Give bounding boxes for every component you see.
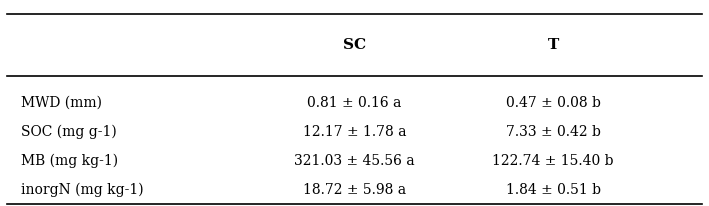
Text: MB (mg kg-1): MB (mg kg-1) <box>21 153 118 168</box>
Text: MWD (mm): MWD (mm) <box>21 96 102 110</box>
Text: 321.03 ± 45.56 a: 321.03 ± 45.56 a <box>294 154 415 168</box>
Text: 122.74 ± 15.40 b: 122.74 ± 15.40 b <box>492 154 614 168</box>
Text: T: T <box>547 38 559 52</box>
Text: 0.81 ± 0.16 a: 0.81 ± 0.16 a <box>307 96 402 110</box>
Text: inorgN (mg kg-1): inorgN (mg kg-1) <box>21 182 144 197</box>
Text: 7.33 ± 0.42 b: 7.33 ± 0.42 b <box>506 125 601 139</box>
Text: SC: SC <box>343 38 366 52</box>
Text: 0.47 ± 0.08 b: 0.47 ± 0.08 b <box>506 96 601 110</box>
Text: SOC (mg g-1): SOC (mg g-1) <box>21 125 117 139</box>
Text: 18.72 ± 5.98 a: 18.72 ± 5.98 a <box>303 183 406 197</box>
Text: 1.84 ± 0.51 b: 1.84 ± 0.51 b <box>506 183 601 197</box>
Text: 12.17 ± 1.78 a: 12.17 ± 1.78 a <box>303 125 406 139</box>
